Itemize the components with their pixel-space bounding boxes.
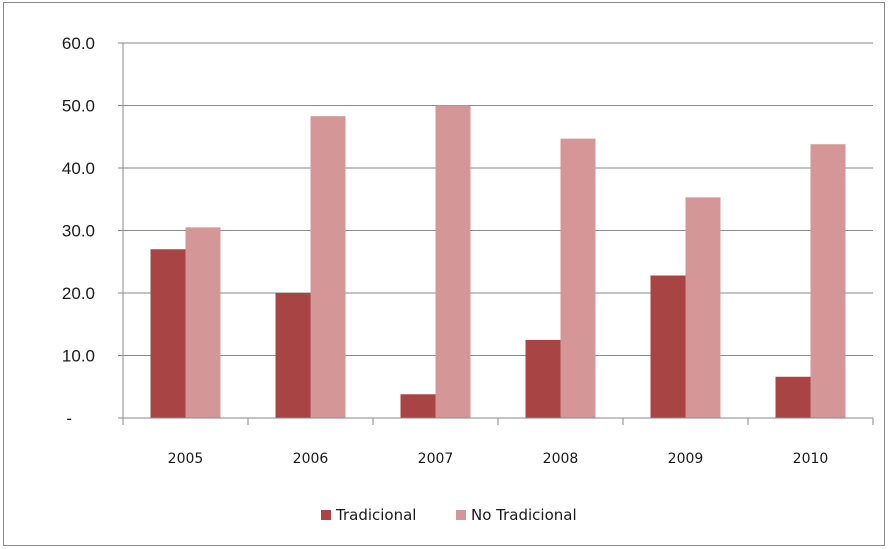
x-axis-tick-labels: 2005 2006 2007 2008 2009 2010 (168, 451, 829, 467)
bars (150, 105, 846, 418)
legend: Tradicional No Tradicional (321, 506, 577, 524)
x-tick-label: 2009 (668, 451, 704, 467)
bar-no-tradicional-2007 (435, 105, 471, 418)
bar-no-tradicional-2005 (185, 227, 221, 418)
bar-tradicional-2009 (650, 275, 686, 418)
bar-tradicional-2010 (775, 376, 811, 418)
y-tick-label: 60.0 (62, 34, 95, 53)
y-tick-label: 20.0 (62, 284, 95, 303)
y-axis-tick-labels: - 10.0 20.0 30.0 40.0 50.0 60.0 (62, 34, 95, 428)
bar-no-tradicional-2010 (810, 144, 846, 418)
x-tick-label: 2008 (543, 451, 579, 467)
bar-tradicional-2008 (525, 339, 561, 418)
x-tick-label: 2010 (793, 451, 829, 467)
bar-tradicional-2007 (400, 394, 436, 418)
y-tick-label: 30.0 (62, 222, 95, 241)
bar-tradicional-2005 (150, 249, 186, 418)
gridlines (118, 42, 873, 419)
y-tick-label: - (66, 409, 72, 428)
bar-no-tradicional-2009 (685, 197, 721, 418)
x-tick-label: 2005 (168, 451, 204, 467)
y-tick-label: 40.0 (62, 159, 95, 178)
bar-no-tradicional-2008 (560, 138, 596, 418)
y-tick-label: 50.0 (62, 97, 95, 116)
x-axis (122, 43, 874, 425)
legend-swatch-tradicional (321, 510, 331, 520)
x-tick-label: 2006 (293, 451, 329, 467)
legend-label: Tradicional (335, 506, 416, 524)
legend-label: No Tradicional (471, 506, 577, 524)
y-tick-label: 10.0 (62, 347, 95, 366)
bar-no-tradicional-2006 (310, 116, 346, 418)
x-tick-label: 2007 (418, 451, 454, 467)
legend-swatch-no-tradicional (456, 510, 466, 520)
bar-tradicional-2006 (275, 293, 311, 418)
